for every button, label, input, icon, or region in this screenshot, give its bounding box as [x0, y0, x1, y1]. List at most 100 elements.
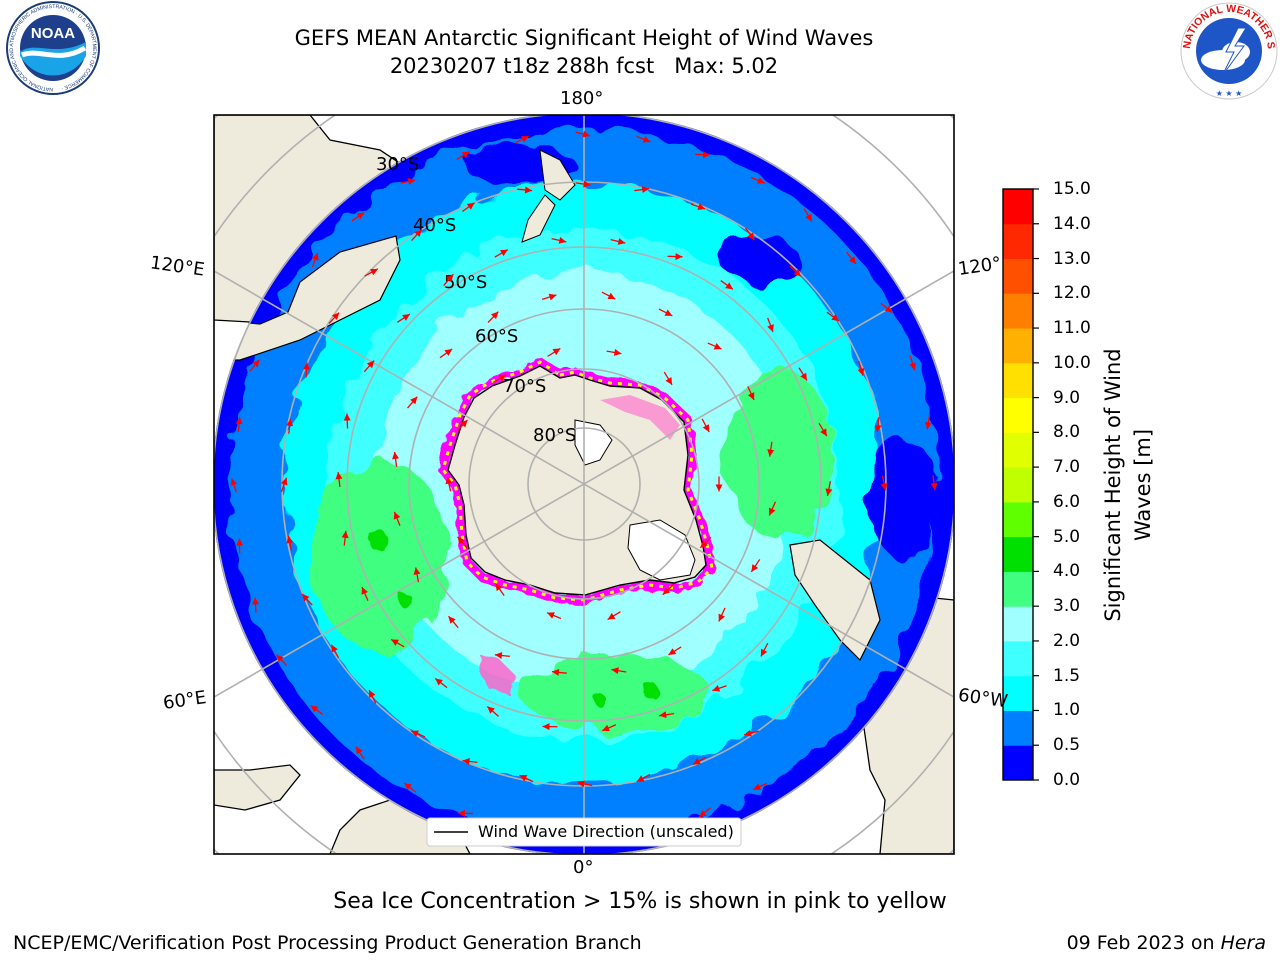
wave-direction-arrow-head	[303, 362, 311, 370]
wave-direction-arrow-head	[343, 413, 351, 421]
wave-direction-arrow-head	[311, 252, 319, 261]
lon-label-180: 180°	[560, 88, 604, 109]
wave-direction-arrow-head	[769, 507, 776, 516]
wave-direction-arrow-head	[718, 613, 725, 622]
colorbar-segment	[1003, 745, 1033, 781]
wave-direction-arrow-head	[407, 177, 416, 185]
noaa-logo: NOAA NATIONAL OCEANIC AND ATMOSPHERIC AD…	[6, 1, 100, 95]
wave-direction-arrow-head	[751, 564, 759, 572]
colorbar-segment	[1003, 710, 1033, 746]
wave-direction-arrow-head	[884, 305, 893, 313]
wave-direction-arrow-head	[874, 424, 882, 433]
wave-direction-arrow-head	[361, 586, 369, 595]
wave-direction-arrow-head	[753, 783, 762, 790]
wave-direction-arrow-head	[800, 372, 807, 381]
wave-direction-arrow-head	[490, 311, 499, 320]
wave-direction-arrow-head	[335, 472, 343, 480]
wave-direction-arrow-head	[583, 180, 591, 188]
lat-label-80s: 80°S	[533, 425, 576, 446]
wave-direction-arrow-head	[793, 269, 802, 277]
colorbar-tick-label: 1.5	[1053, 665, 1081, 686]
lat-label-60s: 60°S	[475, 326, 518, 347]
wave-direction-arrow-head	[805, 213, 812, 222]
wave-direction-arrow-head	[500, 249, 508, 257]
wave-direction-arrow-head	[617, 238, 626, 245]
wave-direction-arrow-head	[355, 746, 363, 755]
wave-direction-arrow-head	[552, 348, 561, 356]
wave-direction-arrow-head	[697, 203, 706, 211]
colorbar-tick-label: 14.0	[1053, 213, 1091, 234]
wave-direction-arrow-head	[700, 540, 708, 548]
wave-direction-arrow-head	[848, 256, 856, 264]
wave-direction-arrow-head	[494, 652, 503, 659]
colorbar-segment	[1003, 189, 1033, 225]
colorbar-tick-label: 1.0	[1053, 700, 1081, 721]
wave-direction-arrow-head	[410, 396, 418, 405]
wave-direction-arrow-head	[446, 274, 454, 282]
wave-direction-arrow-head	[252, 359, 260, 368]
wave-direction-arrow-head	[725, 282, 733, 290]
colorbar-tick-label: 13.0	[1053, 248, 1091, 269]
colorbar-tick-label: 0.5	[1053, 735, 1081, 756]
wave-direction-arrow-head	[668, 648, 677, 655]
wave-direction-arrow-head	[460, 419, 468, 428]
colorbar-segment	[1003, 328, 1033, 364]
chart-title: GEFS MEAN Antarctic Significant Height o…	[294, 26, 874, 50]
wave-direction-arrow-head	[286, 535, 294, 544]
footer-host: Hera	[1220, 932, 1266, 954]
colorbar-segment	[1003, 536, 1033, 572]
colorbar-segment	[1003, 675, 1033, 711]
wave-direction-arrow-head	[444, 348, 453, 356]
colorbar-tick-label: 12.0	[1053, 283, 1091, 304]
wave-direction-arrow-head	[607, 292, 616, 300]
lat-label-50s: 50°S	[444, 272, 487, 293]
wave-direction-arrow-head	[369, 690, 376, 698]
wave-direction-arrow-head	[302, 594, 310, 602]
colorbar-tick-label: 10.0	[1053, 352, 1091, 373]
wave-direction-arrow-head	[286, 418, 294, 427]
wave-direction-arrow-head	[519, 775, 528, 782]
colorbar-tick-label: 4.0	[1053, 561, 1081, 582]
wave-direction-arrow-head	[391, 639, 399, 646]
wave-direction-arrow-head	[636, 775, 645, 782]
wave-direction-arrow-head	[747, 392, 755, 400]
wave-direction-arrow-head	[675, 253, 683, 261]
wave-direction-arrow-head	[461, 151, 470, 159]
colorbar-tick-label: 7.0	[1053, 457, 1081, 478]
wave-direction-arrow-head	[924, 421, 932, 430]
wave-direction-arrow-head	[767, 324, 774, 332]
wave-direction-arrow-head	[831, 314, 840, 322]
legend-box: Wind Wave Direction (unscaled)	[426, 817, 742, 847]
wave-direction-arrow-head	[702, 151, 711, 159]
colorbar-tick-label: 8.0	[1053, 422, 1081, 443]
wave-direction-arrow-head	[577, 780, 586, 788]
wave-direction-arrow-head	[310, 705, 319, 713]
wave-direction-arrow-head	[659, 711, 667, 719]
footer-source: NCEP/EMC/Verification Post Processing Pr…	[13, 932, 642, 954]
colorbar-segment	[1003, 467, 1033, 503]
wave-direction-arrow-head	[820, 428, 827, 437]
wave-direction-arrow-head	[252, 597, 260, 605]
wave-direction-arrow-head	[699, 810, 707, 818]
wave-direction-arrow-head	[713, 343, 722, 350]
wave-direction-arrow-head	[613, 349, 622, 356]
wave-direction-arrow-head	[548, 293, 557, 301]
colorbar-segment	[1003, 293, 1033, 329]
wave-direction-arrow-head	[744, 729, 752, 737]
wave-direction-arrow-head	[466, 202, 475, 210]
wave-direction-arrow-head	[393, 511, 401, 520]
colorbar-segment	[1003, 258, 1033, 294]
wave-direction-arrow-head	[445, 476, 453, 485]
colorbar-tick-label: 0.0	[1053, 770, 1081, 790]
wave-direction-arrow-head	[341, 530, 349, 539]
wave-direction-arrow-head	[641, 186, 650, 194]
wave-direction-arrow-head	[702, 424, 710, 433]
wave-direction-arrow-head	[542, 723, 550, 731]
wave-direction-arrow-head	[712, 685, 721, 692]
wave-direction-arrow-head	[331, 312, 340, 321]
wind-wave-arrows	[230, 130, 938, 838]
lat-label-40s: 40°S	[413, 215, 456, 236]
colorbar-segment	[1003, 362, 1033, 399]
colorbar-tick-label: 5.0	[1053, 526, 1081, 547]
wave-direction-arrow-head	[757, 177, 765, 184]
